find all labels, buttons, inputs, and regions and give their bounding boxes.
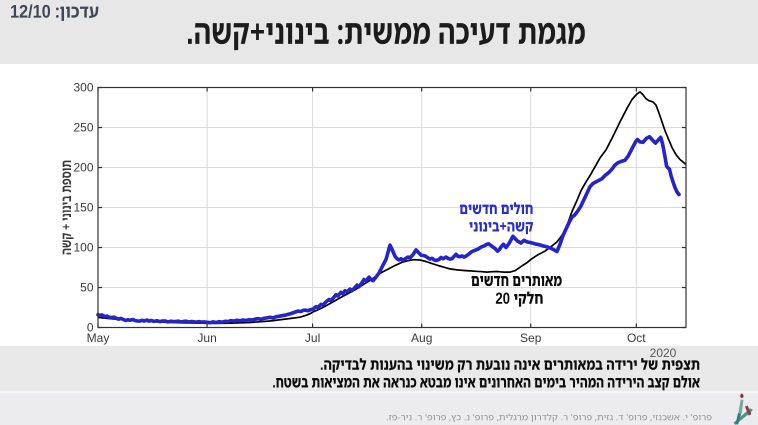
svg-text:Sep: Sep — [520, 331, 542, 345]
svg-text:250: 250 — [73, 121, 93, 135]
svg-text:Jul: Jul — [305, 331, 320, 345]
svg-text:May: May — [87, 331, 110, 345]
svg-text:50: 50 — [80, 281, 94, 295]
svg-text:Oct: Oct — [627, 331, 646, 345]
svg-text:Aug: Aug — [411, 331, 432, 345]
svg-text:Jun: Jun — [197, 331, 216, 345]
svg-text:150: 150 — [73, 201, 93, 215]
svg-text:0: 0 — [87, 321, 94, 335]
svg-text:200: 200 — [73, 161, 93, 175]
svg-text:2020: 2020 — [650, 346, 677, 360]
svg-text:300: 300 — [73, 81, 93, 95]
svg-text:100: 100 — [73, 241, 93, 255]
